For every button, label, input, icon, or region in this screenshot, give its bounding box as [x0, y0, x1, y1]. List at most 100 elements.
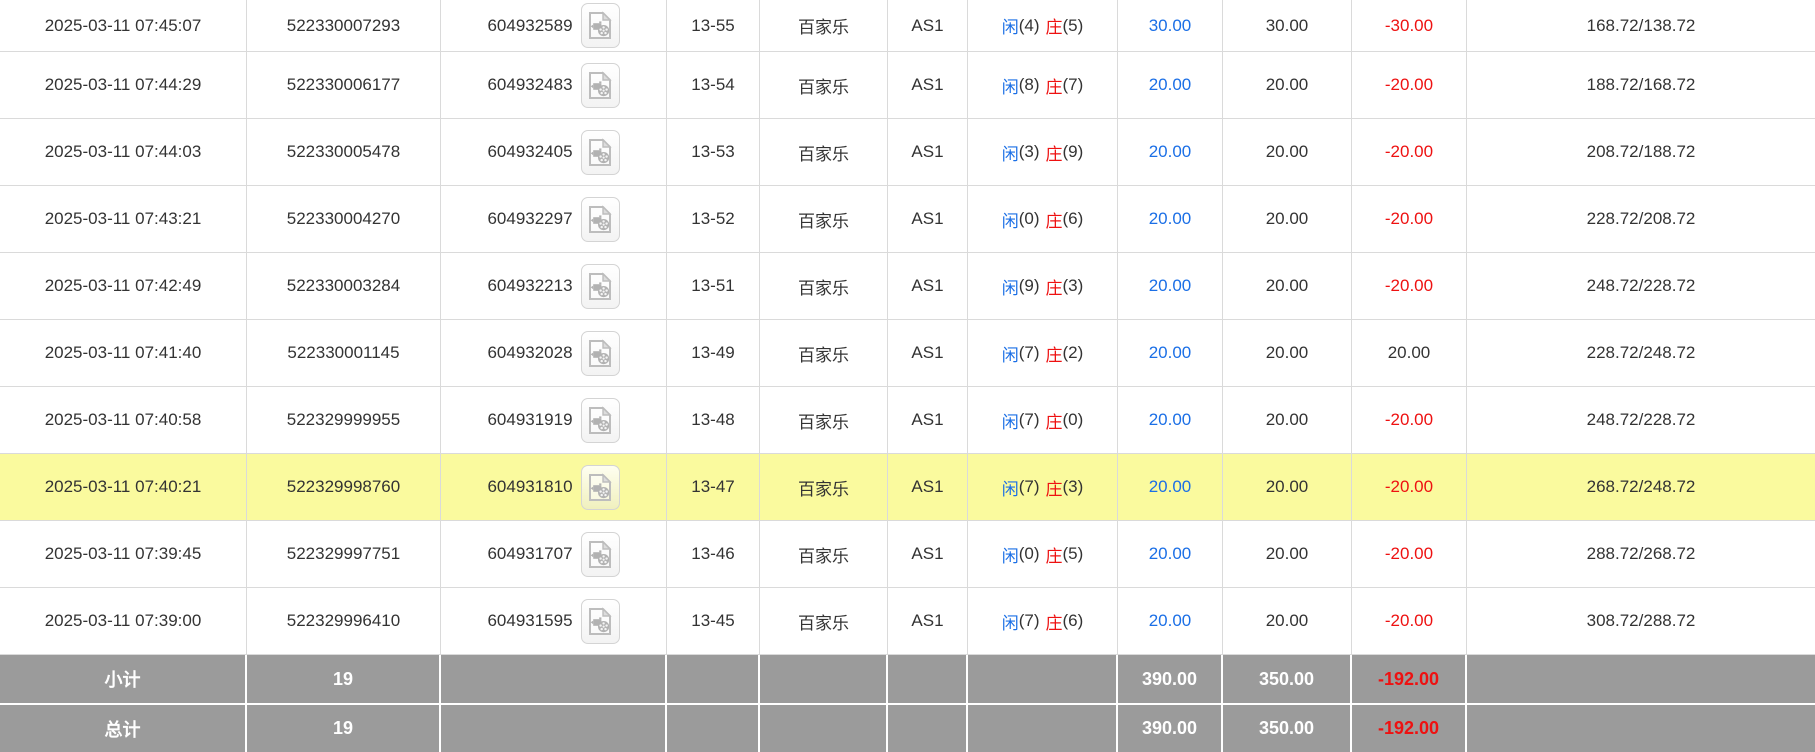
cell-bet-id: 522329997751	[247, 521, 441, 587]
game-round-id: 604931919	[487, 410, 573, 429]
result-player-points: (7)	[1018, 343, 1040, 362]
cell-table-name: AS1	[888, 52, 968, 118]
game-round-id: 604932213	[487, 276, 573, 295]
cell-balance: 248.72/228.72	[1586, 276, 1696, 295]
cell-win-loss: -20.00	[1352, 186, 1467, 252]
cell-bet-amount[interactable]: 20.00	[1118, 387, 1223, 453]
video-file-icon	[589, 137, 612, 166]
cell-balance: 308.72/288.72	[1586, 611, 1696, 630]
result-player-points: (0)	[1018, 209, 1040, 228]
cell-game-round-id: 604932483	[441, 52, 667, 118]
cell-round-number: 13-55	[667, 0, 760, 51]
cell-game-round-id: 604931707	[441, 521, 667, 587]
result-banker-label: 庄	[1045, 144, 1063, 164]
cell-result: 闲 (7) 庄 (0)	[968, 387, 1118, 453]
result-player-label: 闲	[1001, 144, 1019, 164]
result-banker-points: (7)	[1062, 75, 1084, 94]
summary-bet-total: 390.00	[1118, 705, 1223, 752]
cell-balance: 268.72/248.72	[1586, 477, 1696, 496]
result-player-points: (7)	[1018, 410, 1040, 429]
cell-game-type: 百家乐	[760, 387, 888, 453]
video-replay-button[interactable]	[580, 397, 620, 443]
cell-result: 闲 (7) 庄 (6)	[968, 588, 1118, 654]
game-round-id: 604932589	[487, 15, 573, 35]
video-replay-button[interactable]	[580, 464, 620, 510]
result-banker-points: (2)	[1062, 343, 1084, 362]
cell-bet-id: 522330007293	[247, 0, 441, 51]
result-player-points: (7)	[1018, 477, 1040, 496]
summary-empty-cell	[760, 705, 888, 752]
cell-bet-time: 2025-03-11 07:42:49	[0, 253, 247, 319]
cell-valid-amount: 20.00	[1223, 119, 1352, 185]
cell-win-loss: -20.00	[1352, 387, 1467, 453]
cell-table-name: AS1	[888, 119, 968, 185]
video-file-icon	[589, 405, 612, 434]
cell-bet-amount[interactable]: 30.00	[1118, 0, 1223, 51]
table-row: 2025-03-11 07:40:21 522329998760 6049318…	[0, 454, 1815, 521]
summary-empty-cell	[888, 705, 968, 752]
cell-result: 闲 (8) 庄 (7)	[968, 52, 1118, 118]
result-banker-points: (5)	[1062, 544, 1084, 563]
summary-empty-cell	[441, 705, 667, 752]
table-row: 2025-03-11 07:44:03 522330005478 6049324…	[0, 119, 1815, 186]
cell-balance: 288.72/268.72	[1586, 544, 1696, 563]
summary-empty-cell	[968, 705, 1118, 752]
result-player-label: 闲	[1001, 412, 1019, 432]
result-player-label: 闲	[1001, 546, 1019, 566]
video-replay-button[interactable]	[580, 598, 620, 644]
cell-game-round-id: 604931810	[441, 454, 667, 520]
game-round-id: 604932405	[487, 142, 573, 161]
result-banker-points: (3)	[1062, 477, 1084, 496]
cell-valid-amount: 20.00	[1223, 454, 1352, 520]
summary-row: 总计 19 390.00 350.00 -192.00	[0, 703, 1815, 752]
table-row: 2025-03-11 07:39:00 522329996410 6049315…	[0, 588, 1815, 655]
cell-game-type: 百家乐	[760, 52, 888, 118]
summary-label: 小计	[0, 655, 247, 703]
result-player-label: 闲	[1001, 77, 1019, 97]
video-file-icon	[589, 338, 612, 367]
summary-count: 19	[247, 705, 441, 752]
result-player-label: 闲	[1001, 18, 1019, 37]
result-player-label: 闲	[1001, 278, 1019, 298]
cell-game-type: 百家乐	[760, 0, 888, 51]
cell-bet-amount[interactable]: 20.00	[1118, 521, 1223, 587]
cell-round-number: 13-48	[667, 387, 760, 453]
cell-valid-amount: 20.00	[1223, 186, 1352, 252]
cell-valid-amount: 30.00	[1223, 0, 1352, 51]
cell-bet-amount[interactable]: 20.00	[1118, 119, 1223, 185]
video-replay-button[interactable]	[580, 129, 620, 175]
cell-win-loss: -20.00	[1352, 521, 1467, 587]
cell-bet-amount[interactable]: 20.00	[1118, 186, 1223, 252]
video-replay-button[interactable]	[580, 3, 620, 48]
table-row: 2025-03-11 07:43:21 522330004270 6049322…	[0, 186, 1815, 253]
table-row: 2025-03-11 07:42:49 522330003284 6049322…	[0, 253, 1815, 320]
summary-empty-cell	[888, 655, 968, 703]
cell-table-name: AS1	[888, 186, 968, 252]
cell-bet-amount[interactable]: 20.00	[1118, 320, 1223, 386]
cell-win-loss: -20.00	[1352, 588, 1467, 654]
cell-bet-amount[interactable]: 20.00	[1118, 253, 1223, 319]
cell-round-number: 13-46	[667, 521, 760, 587]
cell-bet-time: 2025-03-11 07:41:40	[0, 320, 247, 386]
result-banker-points: (6)	[1062, 611, 1084, 630]
result-player-label: 闲	[1001, 613, 1019, 633]
cell-bet-id: 522329998760	[247, 454, 441, 520]
cell-bet-amount[interactable]: 20.00	[1118, 454, 1223, 520]
cell-bet-time: 2025-03-11 07:40:21	[0, 454, 247, 520]
game-round-id: 604932028	[487, 343, 573, 362]
video-replay-button[interactable]	[580, 196, 620, 242]
result-banker-label: 庄	[1045, 18, 1063, 37]
video-replay-button[interactable]	[580, 263, 620, 309]
cell-bet-amount[interactable]: 20.00	[1118, 588, 1223, 654]
result-banker-label: 庄	[1045, 412, 1063, 432]
cell-bet-amount[interactable]: 20.00	[1118, 52, 1223, 118]
table-row: 2025-03-11 07:40:58 522329999955 6049319…	[0, 387, 1815, 454]
result-banker-points: (5)	[1062, 15, 1084, 35]
game-round-id: 604931810	[487, 477, 573, 496]
video-replay-button[interactable]	[580, 62, 620, 108]
video-replay-button[interactable]	[580, 330, 620, 376]
cell-game-round-id: 604932405	[441, 119, 667, 185]
cell-table-name: AS1	[888, 588, 968, 654]
video-replay-button[interactable]	[580, 531, 620, 577]
summary-empty-cell	[968, 655, 1118, 703]
